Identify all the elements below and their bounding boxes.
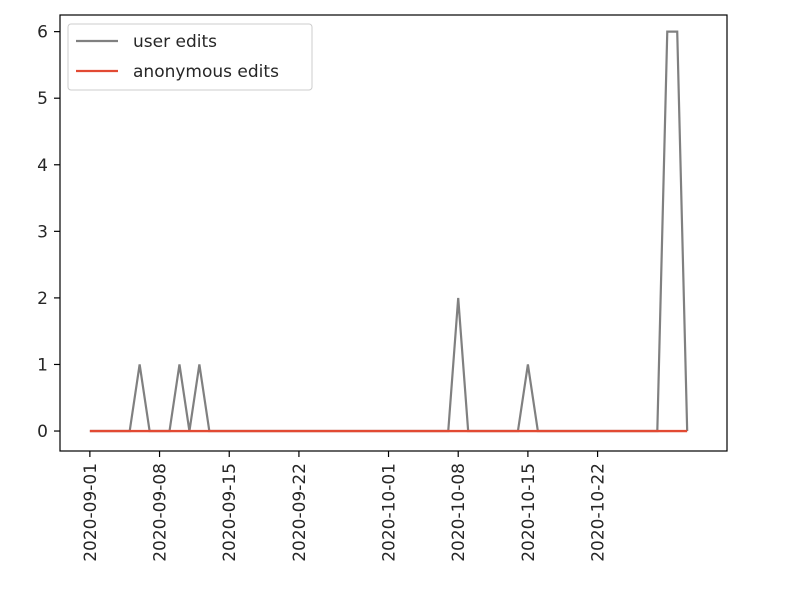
legend: user edits anonymous edits bbox=[68, 24, 312, 90]
x-tick-label: 2020-10-08 bbox=[449, 463, 469, 562]
x-tick-label: 2020-10-22 bbox=[589, 463, 609, 562]
y-tick-label: 0 bbox=[37, 422, 48, 442]
x-tick-label: 2020-10-01 bbox=[380, 463, 400, 562]
x-tick-label: 2020-09-08 bbox=[151, 463, 171, 562]
legend-label-user-edits: user edits bbox=[133, 32, 217, 52]
y-tick-label: 1 bbox=[37, 355, 48, 375]
y-tick-label: 6 bbox=[37, 23, 48, 43]
legend-label-anonymous-edits: anonymous edits bbox=[133, 62, 279, 82]
x-tick-label: 2020-10-15 bbox=[519, 463, 539, 562]
x-tick-label: 2020-09-22 bbox=[290, 463, 310, 562]
y-tick-label: 3 bbox=[37, 222, 48, 242]
y-tick-label: 4 bbox=[37, 156, 48, 176]
x-tick-label: 2020-09-01 bbox=[81, 463, 101, 562]
x-tick-label: 2020-09-15 bbox=[220, 463, 240, 562]
y-tick-label: 2 bbox=[37, 289, 48, 309]
y-tick-label: 5 bbox=[37, 89, 48, 109]
